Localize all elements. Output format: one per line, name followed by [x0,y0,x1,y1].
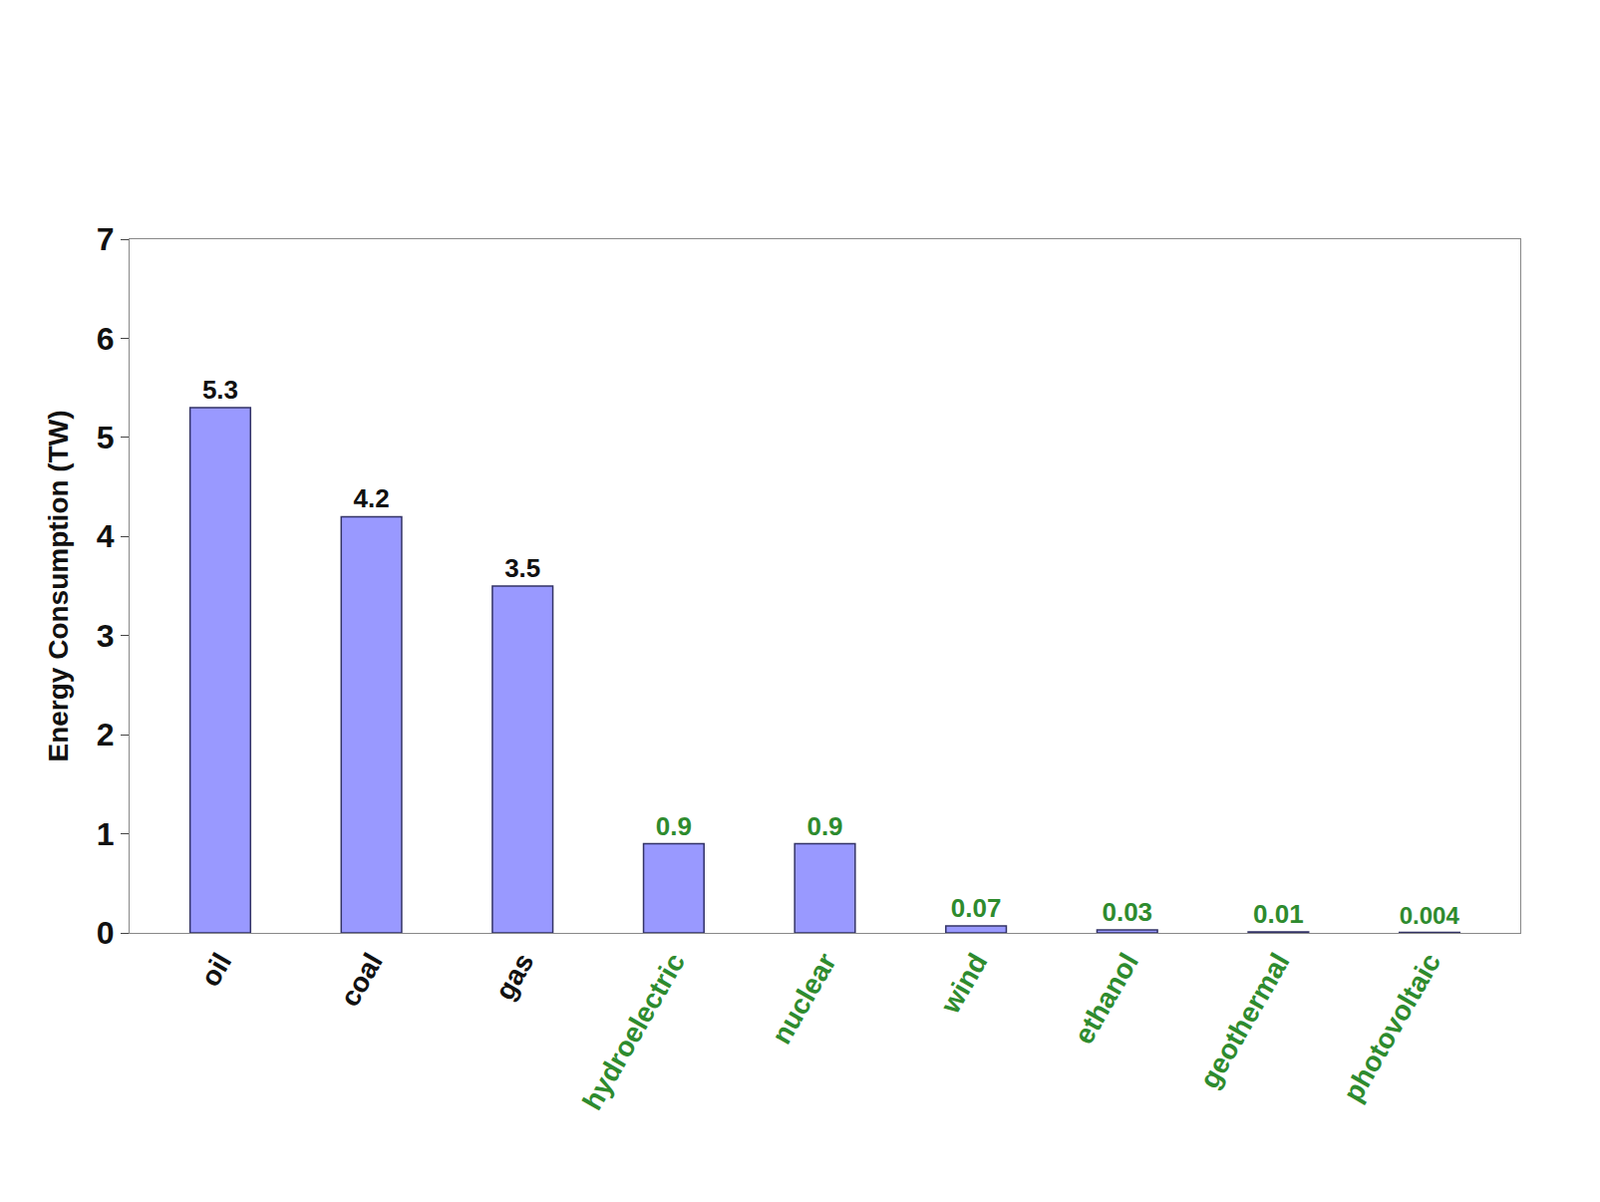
svg-text:Energy Consumption (TW): Energy Consumption (TW) [42,409,74,762]
svg-text:0.03: 0.03 [1101,897,1153,928]
svg-text:photovoltaic: photovoltaic [1336,948,1447,1108]
svg-text:ethanol: ethanol [1067,948,1145,1050]
svg-text:6: 6 [96,320,115,357]
svg-text:1: 1 [96,816,115,853]
svg-text:5.3: 5.3 [202,374,239,405]
svg-text:hydroelectric: hydroelectric [576,948,691,1116]
svg-text:3.5: 3.5 [504,553,541,584]
svg-text:5: 5 [96,419,115,456]
svg-text:0.004: 0.004 [1399,902,1461,930]
svg-text:oil: oil [194,948,238,992]
svg-text:0.9: 0.9 [806,811,843,842]
svg-text:0.07: 0.07 [951,893,1002,924]
svg-text:3: 3 [96,618,115,654]
svg-text:7: 7 [96,221,115,258]
svg-text:geothermal: geothermal [1193,948,1295,1094]
svg-text:coal: coal [333,948,389,1012]
svg-text:4.2: 4.2 [353,483,390,514]
svg-text:gas: gas [489,948,541,1005]
svg-text:nuclear: nuclear [765,948,843,1050]
svg-text:0.01: 0.01 [1253,899,1304,930]
svg-text:4: 4 [96,518,115,555]
svg-text:0: 0 [96,915,115,952]
svg-text:2: 2 [96,716,115,753]
svg-text:0.9: 0.9 [655,811,692,842]
svg-text:wind: wind [934,948,993,1020]
